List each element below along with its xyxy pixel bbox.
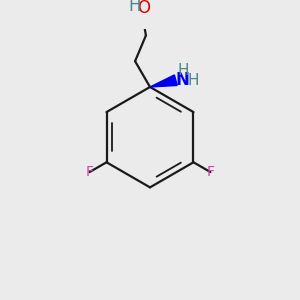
Text: H: H	[129, 0, 141, 15]
Text: N: N	[176, 71, 190, 89]
Text: F: F	[206, 165, 214, 179]
Text: O: O	[137, 0, 151, 17]
Polygon shape	[150, 75, 177, 87]
Text: F: F	[85, 165, 94, 179]
Text: H: H	[187, 73, 199, 88]
Text: H: H	[177, 63, 189, 78]
